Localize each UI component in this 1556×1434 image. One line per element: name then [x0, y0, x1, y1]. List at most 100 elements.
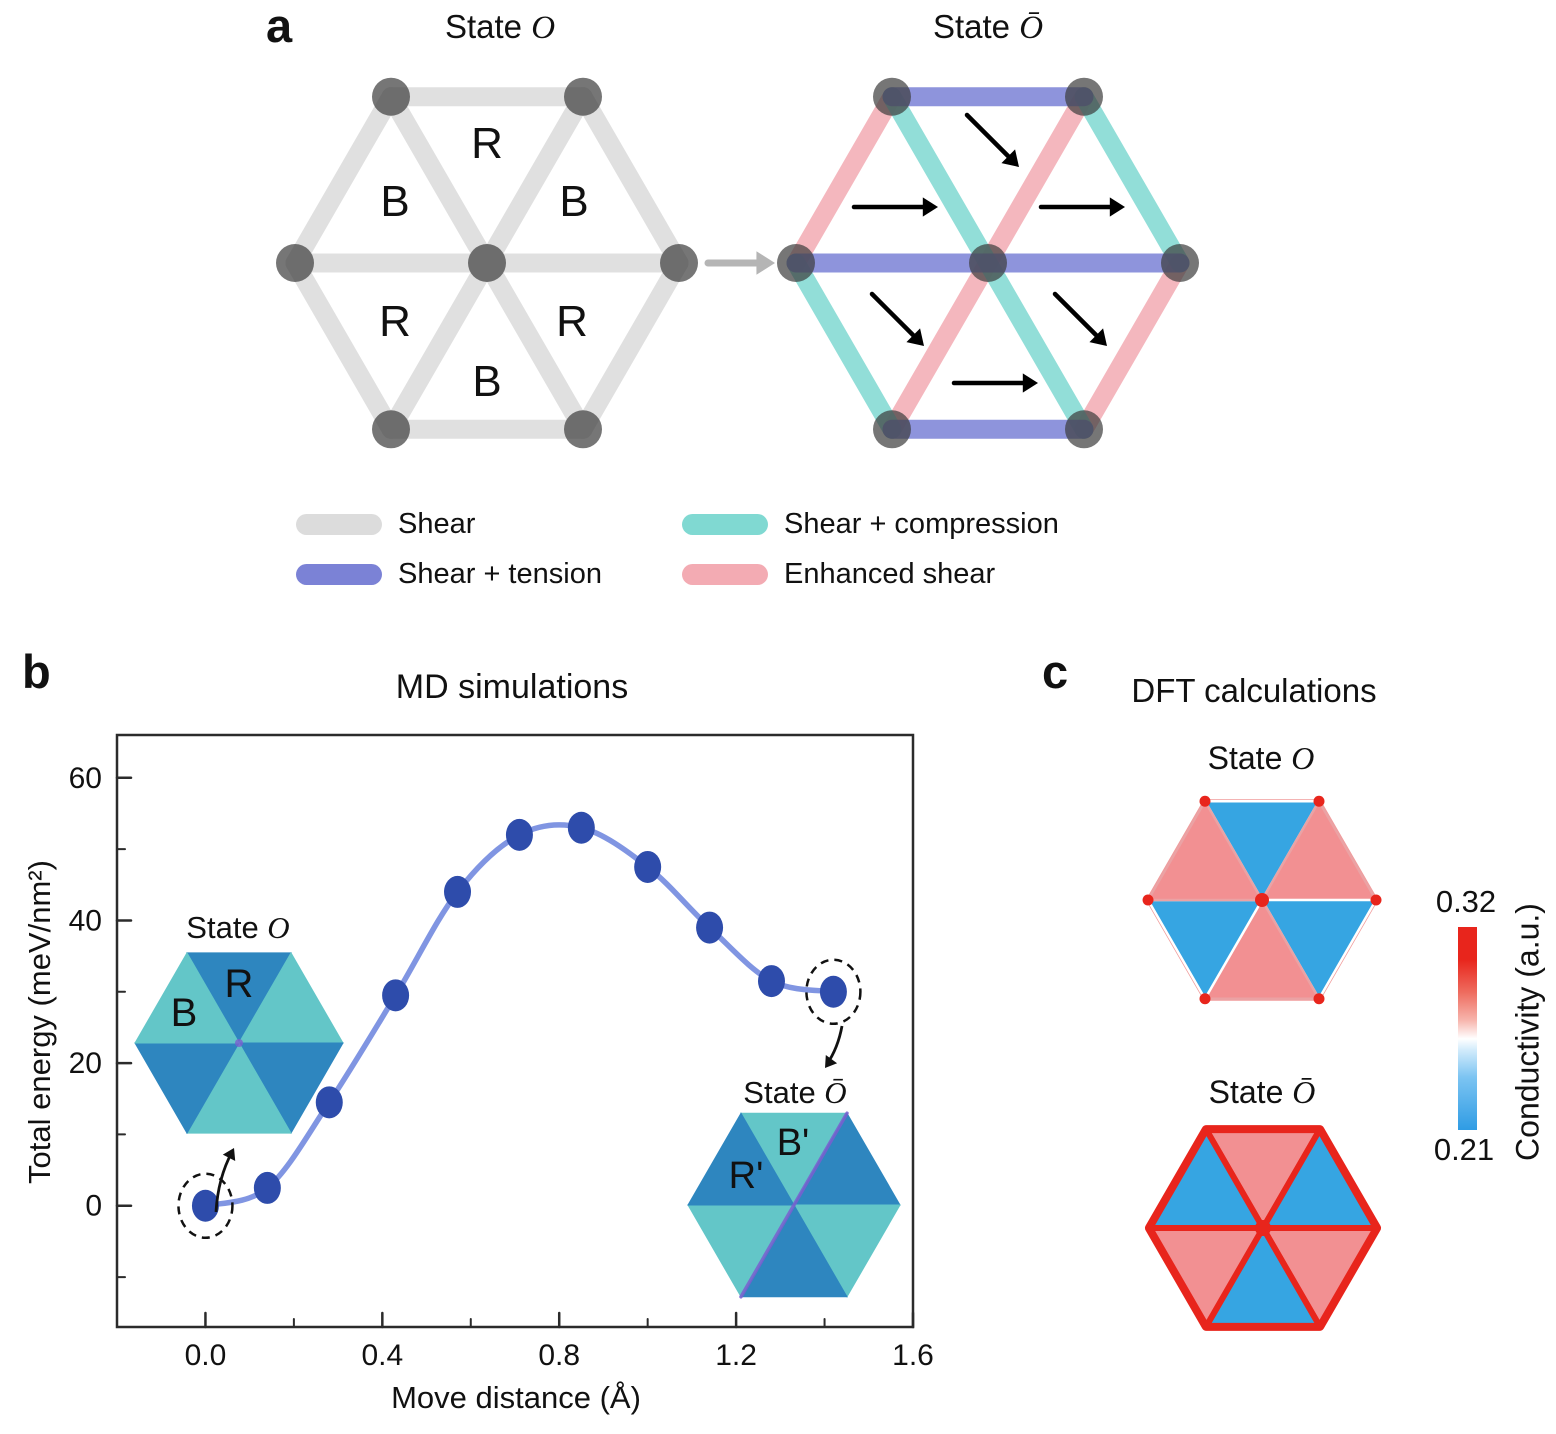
- arrow-head: [222, 1148, 236, 1161]
- triangle-label-upper_left: B: [380, 177, 409, 226]
- md-plot: RB State O B' R' State Ō 0.0 0.4 0.8 1.2 1.6 0 20 40…: [69, 733, 934, 1372]
- x-axis-label: Move distance (Å): [391, 1380, 641, 1415]
- arrow-head: [1001, 149, 1019, 167]
- inset-label-b: B: [171, 991, 198, 1035]
- state-obar-prefix: State: [1208, 1074, 1293, 1110]
- state-o-prefix: State: [444, 8, 532, 45]
- y-tick-label: 60: [69, 762, 102, 795]
- enhanced-shear-bond: [786, 87, 902, 273]
- vertex-dot: [1313, 993, 1325, 1005]
- annotation-arrow-to-state-obar: [825, 1025, 844, 1068]
- inset-center-dot: [235, 1039, 243, 1047]
- y-tick-label: 40: [69, 904, 102, 937]
- conductivity-domain-upper_left: [1146, 800, 1264, 902]
- data-point-7: [634, 850, 662, 883]
- highlight-circle: [177, 1172, 234, 1239]
- inset-domain-upper_left: [134, 951, 240, 1044]
- lattice-node: [276, 244, 314, 282]
- triangle-label-lower_right: R: [556, 297, 588, 346]
- shear-bond: [285, 253, 401, 439]
- x-tick-label: 1.6: [892, 1339, 934, 1372]
- inset-state-obar-title: State Ō: [743, 1075, 846, 1110]
- arrow-head: [1022, 373, 1038, 393]
- lattice-node: [1065, 410, 1103, 449]
- slip-arrow-top: [964, 112, 1019, 167]
- annotation-arrow-to-state-o: [214, 1148, 236, 1213]
- arrow-head: [825, 1055, 838, 1068]
- colorbar-min-value: 0.21: [1433, 1132, 1495, 1167]
- colorbar: [1458, 927, 1477, 1130]
- state-obar-prefix: State: [932, 8, 1020, 45]
- data-point-5: [505, 818, 533, 851]
- dft-hexagon-state-o: [1142, 795, 1382, 1005]
- state-obar-symbol: Ō: [824, 1075, 846, 1110]
- arrow-shaft: [869, 291, 920, 342]
- lattice-node: [777, 244, 815, 282]
- data-point-1: [253, 1171, 281, 1204]
- hexagon-state-o: R B B R R B: [276, 77, 698, 449]
- shear-compression-swatch: [682, 514, 768, 535]
- data-point-4: [444, 875, 472, 908]
- legend-label: Shear + tension: [398, 558, 602, 590]
- vertex-dot: [1142, 894, 1154, 906]
- lattice-node: [660, 244, 698, 282]
- legend-item-shear: Shear: [296, 508, 475, 541]
- slip-arrow-upper_left: [851, 197, 938, 217]
- lattice-node: [564, 77, 602, 116]
- inset-label-b: B': [777, 1122, 810, 1164]
- shear-compression-bond: [786, 253, 902, 439]
- legend-item-enhanced-shear: Enhanced shear: [682, 558, 995, 591]
- state-obar-symbol: Ō: [1019, 10, 1044, 46]
- lattice-node: [1161, 244, 1199, 282]
- y-tick-label: 0: [85, 1190, 102, 1223]
- dft-hexagons: [1142, 795, 1382, 1331]
- state-o-symbol: O: [267, 910, 289, 945]
- shear-swatch: [296, 514, 382, 535]
- highlight-circle: [805, 958, 862, 1026]
- colorbar-label: Conductivity (a.u.): [1509, 903, 1546, 1161]
- state-o-title-a: State O: [445, 8, 555, 47]
- lattice-node: [969, 244, 1007, 282]
- lattice-node: [873, 410, 911, 449]
- state-o-prefix: State: [1207, 740, 1292, 776]
- inset-label-r: R': [729, 1155, 764, 1197]
- legend-item-shear-tension: Shear + tension: [296, 558, 602, 591]
- conductivity-domain-upper_left: [1147, 1127, 1266, 1231]
- lattice-node: [564, 410, 602, 449]
- dft-calculations-title: DFT calculations: [1131, 672, 1377, 709]
- triangle-label-top: R: [471, 119, 503, 168]
- x-tick-label: 0.8: [538, 1339, 580, 1372]
- inset-domain-upper_left: [687, 1112, 795, 1206]
- data-point-0: [191, 1189, 219, 1222]
- panel-a-label: a: [266, 0, 293, 52]
- lattice-node: [873, 77, 911, 116]
- energy-curve: [202, 822, 837, 1209]
- state-o-prefix: State: [186, 910, 267, 945]
- arrow-shaft: [964, 112, 1015, 163]
- x-tick-label: 0.0: [185, 1339, 227, 1372]
- center-dot: [1255, 1220, 1271, 1236]
- lattice-node: [372, 77, 410, 116]
- shear-tension-swatch: [296, 564, 382, 585]
- slip-arrow-bottom: [951, 373, 1038, 393]
- state-obar-prefix: State: [743, 1075, 824, 1110]
- triangle-label-upper_right: B: [559, 177, 588, 226]
- state-obar-symbol: Ō: [1292, 1074, 1316, 1110]
- data-point-9: [757, 965, 785, 998]
- triangle-label-lower_left: R: [379, 297, 411, 346]
- slip-arrow-lower_right: [1052, 291, 1107, 346]
- inset-state-obar: B' R': [687, 1111, 901, 1299]
- legend-label: Shear: [398, 508, 476, 540]
- inset-state-o: RB: [134, 951, 344, 1135]
- lattice-node: [372, 410, 410, 449]
- domain-wall: [739, 1111, 849, 1299]
- data-point-8: [696, 911, 724, 944]
- vertex-dot: [1313, 795, 1325, 807]
- dft-hexagon-state-obar: [1145, 1125, 1381, 1331]
- shear-compression-bond: [1074, 87, 1190, 273]
- shear-bond: [573, 87, 689, 273]
- hexagon-state-obar: [777, 77, 1199, 449]
- arrow-head: [1109, 197, 1125, 217]
- enhanced-shear-swatch: [682, 564, 768, 585]
- panel-a-diagram: R B B R R B: [276, 77, 1199, 449]
